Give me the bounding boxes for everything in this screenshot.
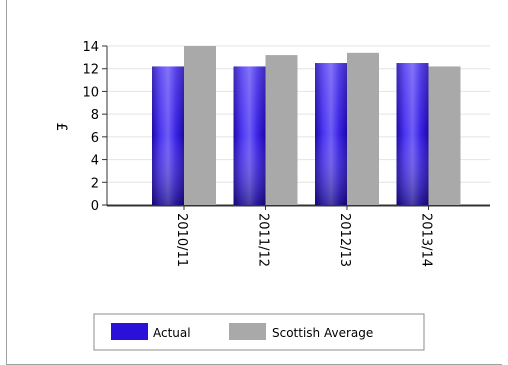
- bar-actual-shade: [315, 63, 347, 206]
- y-axis-ticks: 0 2 4 6 8 10 12 14: [82, 40, 107, 214]
- y-axis-title: £: [53, 123, 69, 132]
- bars: [152, 46, 461, 206]
- x-tick-label: 2011/12: [256, 213, 271, 267]
- x-tick-label: 2010/11: [174, 213, 189, 267]
- x-tick-label: 2012/13: [337, 213, 352, 267]
- y-tick-label: 0: [91, 199, 99, 214]
- bar-actual-shade: [233, 66, 266, 205]
- bar-actual-shade: [152, 66, 184, 205]
- y-tick-label: 4: [91, 154, 99, 169]
- legend-label-scottish-average: Scottish Average: [272, 326, 373, 340]
- legend-swatch-actual: [111, 323, 148, 340]
- bar-scottish-average: [265, 55, 298, 206]
- bar-scottish-average: [184, 46, 216, 205]
- x-axis-ticks: 2010/11 2011/12 2012/13 2013/14: [174, 205, 434, 267]
- x-tick-label: 2013/14: [419, 213, 434, 267]
- y-tick-label: 8: [91, 108, 99, 123]
- legend: Actual Scottish Average: [93, 313, 425, 351]
- y-tick-label: 10: [82, 85, 99, 100]
- legend-label-actual: Actual: [153, 326, 191, 340]
- axes: [106, 46, 490, 207]
- y-tick-label: 12: [82, 63, 99, 78]
- bar-scottish-average: [428, 66, 461, 205]
- bar-scottish-average: [347, 52, 379, 205]
- y-tick-label: 14: [82, 40, 99, 55]
- legend-swatch-scottish-average: [229, 323, 266, 340]
- bar-actual-shade: [396, 63, 429, 206]
- y-tick-label: 6: [91, 131, 99, 146]
- y-tick-label: 2: [91, 176, 99, 191]
